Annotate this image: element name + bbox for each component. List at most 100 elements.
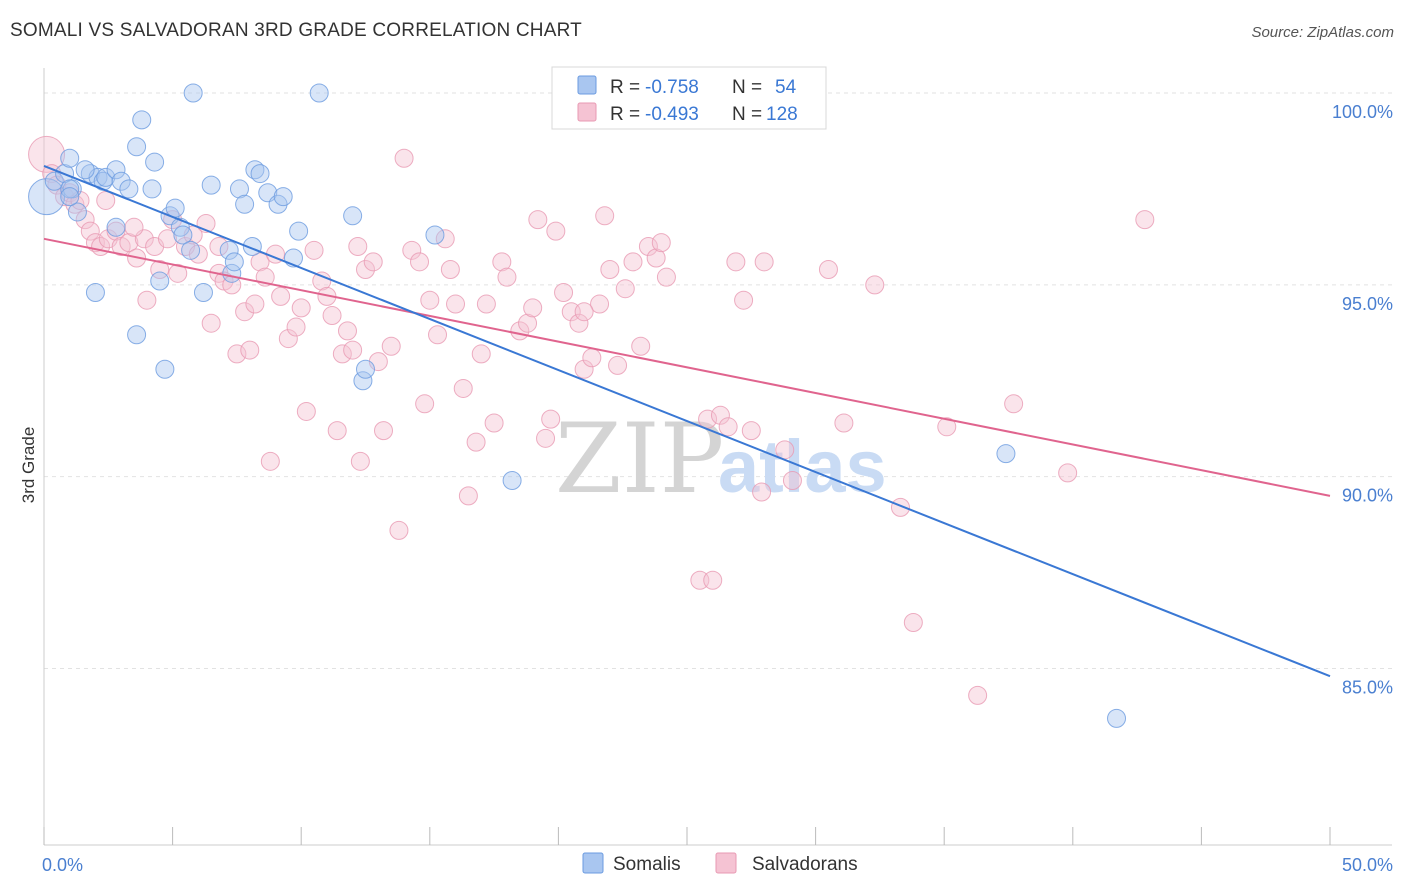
salvadoran-point-113: [865, 275, 885, 295]
somali-point-28: [219, 240, 239, 260]
somali-point-52: [996, 444, 1016, 464]
somali-point-13: [119, 179, 139, 199]
salvadoran-point-97: [651, 233, 671, 253]
salvadoran-point-7: [75, 210, 95, 230]
salvadoran-point-48: [327, 421, 347, 441]
somali-point-3: [60, 148, 80, 168]
salvadoran-point-8: [80, 221, 100, 241]
salvadoran-n-label: N =: [732, 104, 762, 125]
salvadoran-point-52: [350, 451, 370, 471]
salvadoran-point-118: [1004, 394, 1024, 414]
somali-n-label: N =: [732, 77, 762, 98]
salvadoran-point-83: [554, 283, 574, 303]
somali-r-label: R =: [610, 77, 640, 98]
salvadoran-point-100: [698, 409, 718, 429]
salvadoran-point-61: [410, 252, 430, 272]
salvadoran-point-58: [389, 520, 409, 540]
salvadoran-point-56: [374, 421, 394, 441]
y-axis-title: 3rd Grade: [19, 427, 38, 504]
somali-point-47: [106, 217, 126, 237]
salvadoran-point-114: [890, 497, 910, 517]
trend-lines: [43, 164, 1331, 678]
legend-somalis-swatch: [582, 852, 604, 874]
y-tick-labels: 100.0% 95.0% 90.0% 85.0%: [1332, 102, 1393, 697]
somali-point-16: [142, 179, 162, 199]
salvadoran-point-41: [286, 317, 306, 337]
somali-point-50: [85, 283, 105, 303]
x-tick-label-0: 0.0%: [42, 855, 83, 875]
somali-point-31: [229, 179, 249, 199]
salvadoran-point-64: [428, 325, 448, 345]
salvadoran-point-74: [492, 252, 512, 272]
stats-legend-box: [551, 66, 827, 130]
salvadoran-point-53: [356, 260, 375, 280]
somali-point-49: [60, 187, 80, 207]
somali-point-24: [181, 240, 201, 260]
salvadoran-point-87: [582, 348, 602, 368]
legend-somalis-label: Somalis: [613, 854, 681, 875]
somali-trend-line: [43, 164, 1331, 678]
salvadoran-r-label: R =: [610, 104, 640, 125]
somali-point-25: [183, 83, 203, 103]
salvadoran-point-19: [150, 260, 170, 280]
somali-point-19: [155, 359, 175, 379]
series-legend: Somalis Salvadorans: [582, 852, 858, 875]
salvadoran-point-34: [245, 294, 265, 314]
salvadoran-point-51: [343, 340, 363, 360]
salvadoran-point-32: [235, 302, 255, 322]
somali-point-5: [60, 179, 80, 199]
somali-point-32: [235, 194, 255, 214]
salvadoran-point-59: [394, 148, 414, 168]
salvadoran-point-90: [600, 260, 620, 280]
salvadoran-point-72: [476, 294, 496, 314]
salvadoran-point-107: [752, 482, 772, 502]
salvadoran-point-62: [415, 394, 435, 414]
somali-point-18: [150, 271, 170, 291]
salvadoran-point-37: [260, 451, 280, 471]
x-tick-label-1: 50.0%: [1342, 855, 1393, 875]
somali-point-35: [250, 164, 270, 184]
salvadoran-point-27: [201, 313, 221, 333]
salvadoran-point-54: [363, 252, 383, 272]
salvadoran-point-69: [458, 486, 478, 506]
salvadoran-point-122: [348, 236, 368, 256]
salvadoran-point-108: [754, 252, 774, 272]
somali-point-1: [44, 171, 64, 191]
salvadoran-point-94: [631, 336, 651, 356]
salvadoran-point-42: [291, 298, 311, 318]
salvadoran-point-96: [646, 248, 666, 268]
salvadoran-point-49: [332, 344, 352, 364]
salvadoran-trend-line: [43, 237, 1331, 497]
salvadoran-point-60: [402, 240, 422, 260]
salvadoran-point-121: [96, 190, 116, 210]
salvadoran-point-67: [446, 294, 466, 314]
salvadoran-point-43: [296, 401, 316, 421]
axes: [43, 68, 1392, 846]
salvadoran-point-66: [440, 260, 460, 280]
salvadoran-point-88: [590, 294, 610, 314]
salvadoran-point-22: [168, 263, 188, 283]
somali-point-48: [75, 160, 95, 180]
salvadoran-point-71: [471, 344, 491, 364]
somali-n-value: 54: [775, 77, 797, 98]
salvadoran-point-119: [1058, 463, 1078, 483]
x-tick-labels: 0.0% 50.0%: [42, 855, 1393, 875]
salvadoran-point-110: [782, 471, 802, 491]
somali-r-value: -0.758: [645, 77, 699, 98]
somali-point-17: [145, 152, 165, 172]
somali-point-10: [96, 167, 116, 187]
salvadoran-point-9: [85, 233, 105, 253]
salvadoran-point-47: [322, 306, 342, 326]
salvadoran-point-20: [157, 229, 177, 249]
somali-swatch: [577, 75, 597, 95]
salvadoran-point-82: [546, 221, 566, 241]
somali-point-15: [132, 110, 152, 130]
salvadoran-point-78: [523, 298, 543, 318]
salvadoran-point-85: [569, 313, 589, 333]
somali-point-27: [201, 175, 221, 195]
salvadoran-point-102: [710, 405, 730, 425]
salvadoran-point-65: [435, 229, 455, 249]
somali-point-26: [193, 283, 213, 303]
stats-legend: R = -0.758 N = 54 R = -0.493 N = 128: [551, 66, 827, 130]
somali-point-6: [67, 202, 87, 222]
